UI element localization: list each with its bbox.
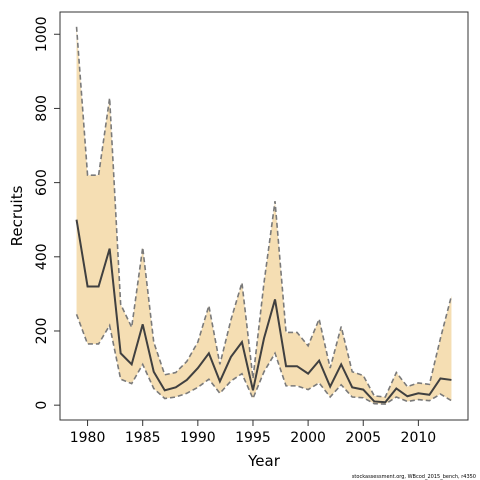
y-tick-label: 0	[34, 401, 50, 410]
x-tick-label: 2000	[290, 430, 326, 446]
uncertainty-band-layer	[76, 26, 452, 405]
recruits-estimate-line	[75, 219, 452, 404]
x-axis: 1980 1985 1990 1995 2000 2005 2010	[70, 420, 436, 446]
y-axis-title: Recruits	[8, 185, 26, 246]
y-tick-label: 1000	[34, 16, 50, 52]
y-tick-label: 800	[34, 95, 50, 122]
x-tick-label: 1980	[70, 430, 106, 446]
upper-bound-line	[75, 26, 453, 398]
x-tick-label: 1985	[125, 430, 161, 446]
x-axis-title: Year	[247, 452, 281, 470]
x-tick-label: 1995	[235, 430, 271, 446]
x-tick-label: 2010	[401, 430, 437, 446]
lower-bound-line	[75, 314, 452, 405]
plot-frame	[59, 11, 469, 421]
credit-text: stockassessment.org, WBcod_2015_bench, r…	[352, 474, 476, 480]
y-tick-label: 200	[34, 318, 50, 345]
y-axis: 0 200 400 600 800 1000	[34, 16, 60, 410]
y-tick-label: 600	[34, 169, 50, 196]
confidence-band	[76, 26, 452, 405]
x-tick-label: 1990	[180, 430, 216, 446]
y-tick-label: 400	[34, 243, 50, 270]
x-tick-label: 2005	[345, 430, 381, 446]
series-lines-layer	[75, 26, 453, 405]
